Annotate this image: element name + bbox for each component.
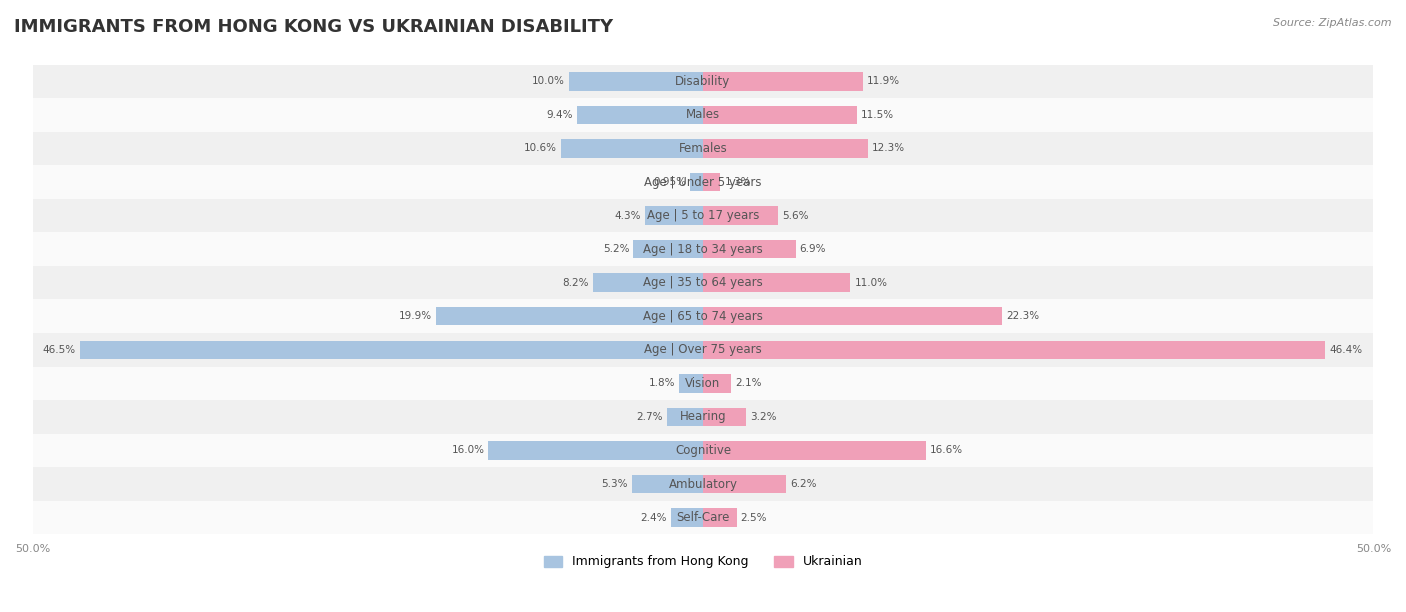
Text: Age | Under 5 years: Age | Under 5 years (644, 176, 762, 188)
Text: 2.1%: 2.1% (735, 378, 762, 389)
Text: 11.5%: 11.5% (862, 110, 894, 120)
Bar (703, 408, 747, 426)
Text: Age | Over 75 years: Age | Over 75 years (644, 343, 762, 356)
Text: 16.0%: 16.0% (451, 446, 485, 455)
Bar (633, 240, 703, 258)
Bar (32, 434, 1374, 467)
Bar (645, 206, 703, 225)
Text: Females: Females (679, 142, 727, 155)
Text: 5.6%: 5.6% (782, 211, 808, 220)
Bar (703, 475, 786, 493)
Text: Age | 65 to 74 years: Age | 65 to 74 years (643, 310, 763, 323)
Text: Vision: Vision (685, 377, 721, 390)
Bar (690, 173, 703, 191)
Legend: Immigrants from Hong Kong, Ukrainian: Immigrants from Hong Kong, Ukrainian (538, 550, 868, 573)
Bar (32, 400, 1374, 434)
Bar (32, 64, 1374, 98)
Bar (703, 307, 1002, 326)
Bar (32, 199, 1374, 233)
Bar (703, 441, 925, 460)
Bar (32, 501, 1374, 534)
Bar (32, 132, 1374, 165)
Bar (488, 441, 703, 460)
Bar (593, 274, 703, 292)
Text: Source: ZipAtlas.com: Source: ZipAtlas.com (1274, 18, 1392, 28)
Text: 9.4%: 9.4% (547, 110, 574, 120)
Text: 1.3%: 1.3% (724, 177, 751, 187)
Text: Males: Males (686, 108, 720, 121)
Bar (671, 509, 703, 527)
Bar (703, 509, 737, 527)
Bar (703, 274, 851, 292)
Bar (703, 240, 796, 258)
Bar (703, 72, 862, 91)
Bar (703, 139, 868, 158)
Bar (703, 173, 720, 191)
Text: Ambulatory: Ambulatory (668, 477, 738, 491)
Text: 2.5%: 2.5% (741, 513, 768, 523)
Text: 1.8%: 1.8% (648, 378, 675, 389)
Text: 5.2%: 5.2% (603, 244, 630, 254)
Bar (32, 333, 1374, 367)
Bar (631, 475, 703, 493)
Bar (32, 467, 1374, 501)
Text: 6.9%: 6.9% (800, 244, 827, 254)
Text: 11.0%: 11.0% (855, 278, 887, 288)
Bar (679, 374, 703, 392)
Text: 4.3%: 4.3% (614, 211, 641, 220)
Text: 2.4%: 2.4% (640, 513, 666, 523)
Bar (576, 106, 703, 124)
Text: 46.5%: 46.5% (42, 345, 76, 355)
Text: 22.3%: 22.3% (1007, 312, 1039, 321)
Bar (703, 374, 731, 392)
Text: 19.9%: 19.9% (399, 312, 432, 321)
Text: Age | 18 to 34 years: Age | 18 to 34 years (643, 242, 763, 256)
Text: 16.6%: 16.6% (929, 446, 963, 455)
Bar (32, 233, 1374, 266)
Text: 8.2%: 8.2% (562, 278, 589, 288)
Bar (32, 367, 1374, 400)
Bar (80, 340, 703, 359)
Bar (703, 340, 1324, 359)
Text: 0.95%: 0.95% (654, 177, 686, 187)
Bar (703, 206, 778, 225)
Bar (569, 72, 703, 91)
Text: 6.2%: 6.2% (790, 479, 817, 489)
Text: 11.9%: 11.9% (866, 76, 900, 86)
Text: Hearing: Hearing (679, 411, 727, 424)
Text: Age | 35 to 64 years: Age | 35 to 64 years (643, 276, 763, 289)
Text: 10.0%: 10.0% (531, 76, 565, 86)
Text: IMMIGRANTS FROM HONG KONG VS UKRAINIAN DISABILITY: IMMIGRANTS FROM HONG KONG VS UKRAINIAN D… (14, 18, 613, 36)
Text: 3.2%: 3.2% (749, 412, 776, 422)
Text: Self-Care: Self-Care (676, 511, 730, 524)
Bar (436, 307, 703, 326)
Text: 5.3%: 5.3% (602, 479, 628, 489)
Text: Disability: Disability (675, 75, 731, 88)
Bar (32, 165, 1374, 199)
Text: 46.4%: 46.4% (1329, 345, 1362, 355)
Text: 2.7%: 2.7% (637, 412, 662, 422)
Text: 12.3%: 12.3% (872, 143, 905, 154)
Bar (32, 98, 1374, 132)
Bar (561, 139, 703, 158)
Bar (703, 106, 858, 124)
Text: 10.6%: 10.6% (524, 143, 557, 154)
Bar (32, 266, 1374, 299)
Text: Cognitive: Cognitive (675, 444, 731, 457)
Text: Age | 5 to 17 years: Age | 5 to 17 years (647, 209, 759, 222)
Bar (666, 408, 703, 426)
Bar (32, 299, 1374, 333)
